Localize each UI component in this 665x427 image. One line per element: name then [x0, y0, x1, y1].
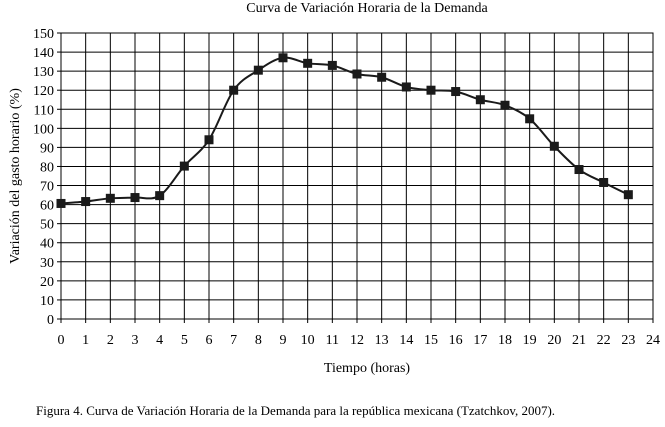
x-tick-label: 1 — [82, 333, 89, 348]
data-point — [549, 141, 559, 151]
y-tick-label: 30 — [40, 256, 54, 271]
y-tick-label: 60 — [40, 199, 54, 214]
data-point — [426, 85, 436, 95]
figure-caption: Figura 4. Curva de Variación Horaria de … — [36, 403, 556, 418]
y-tick-label: 150 — [33, 27, 54, 42]
y-tick-label: 10 — [40, 294, 54, 309]
data-point — [155, 191, 165, 201]
x-tick-label: 21 — [572, 333, 586, 348]
y-tick-label: 90 — [40, 141, 54, 156]
data-point — [229, 85, 239, 95]
x-tick-label: 8 — [255, 333, 262, 348]
x-tick-label: 4 — [156, 333, 163, 348]
data-point — [401, 82, 411, 92]
data-point — [130, 193, 140, 203]
y-tick-label: 110 — [34, 103, 54, 118]
y-tick-label: 20 — [40, 275, 54, 290]
x-tick-label: 11 — [326, 333, 339, 348]
y-tick-label: 80 — [40, 160, 54, 175]
x-tick-label: 23 — [621, 333, 635, 348]
data-point — [623, 190, 633, 200]
y-tick-label: 0 — [47, 313, 54, 328]
x-tick-label: 9 — [280, 333, 287, 348]
x-tick-label: 5 — [181, 333, 188, 348]
x-tick-label: 15 — [424, 333, 438, 348]
y-tick-label: 40 — [40, 237, 54, 252]
data-point — [327, 60, 337, 70]
x-tick-label: 20 — [547, 333, 561, 348]
y-tick-label: 100 — [33, 122, 54, 137]
data-point — [105, 193, 115, 203]
data-point — [303, 58, 313, 68]
data-point — [278, 53, 288, 63]
x-tick-label: 18 — [498, 333, 512, 348]
x-tick-label: 13 — [375, 333, 389, 348]
x-tick-label: 0 — [58, 333, 65, 348]
x-tick-label: 14 — [399, 333, 413, 348]
y-tick-label: 50 — [40, 218, 54, 233]
series-line — [60, 56, 629, 205]
y-axis-ticks: 0 10 20 30 40 50 60 70 80 90 100 110 120 130 140 150 — [33, 27, 61, 328]
x-tick-label: 19 — [523, 333, 537, 348]
data-point — [599, 177, 609, 187]
x-axis-label: Tiempo (horas) — [324, 361, 411, 376]
data-point — [574, 165, 584, 175]
x-tick-label: 3 — [132, 333, 139, 348]
y-axis-label: Variación del gasto horario (%) — [8, 88, 23, 264]
data-point — [352, 69, 362, 79]
x-axis-ticks: 0 1 2 3 4 5 6 7 8 9 10 11 12 13 14 15 16 17 18 19 20 21 22 23 24 — [58, 319, 660, 348]
x-tick-label: 22 — [597, 333, 611, 348]
x-tick-label: 24 — [646, 333, 660, 348]
y-tick-label: 140 — [33, 46, 54, 61]
x-tick-label: 17 — [473, 333, 487, 348]
x-tick-label: 6 — [206, 333, 213, 348]
data-point — [204, 135, 214, 145]
x-tick-label: 2 — [107, 333, 114, 348]
data-point — [475, 95, 485, 105]
data-point — [56, 198, 66, 208]
y-tick-label: 120 — [33, 84, 54, 99]
data-point — [179, 161, 189, 171]
data-point — [81, 197, 91, 207]
data-point — [253, 65, 263, 75]
x-tick-label: 16 — [449, 333, 463, 348]
data-markers — [56, 53, 633, 208]
x-tick-label: 7 — [230, 333, 237, 348]
data-point — [500, 100, 510, 110]
chart-title: Curva de Variación Horaria de la Demanda — [246, 1, 488, 16]
y-tick-label: 70 — [40, 180, 54, 195]
x-tick-label: 12 — [350, 333, 364, 348]
data-point — [451, 87, 461, 97]
data-point — [377, 72, 387, 82]
data-point — [525, 114, 535, 124]
x-tick-label: 10 — [301, 333, 315, 348]
y-tick-label: 130 — [33, 65, 54, 80]
